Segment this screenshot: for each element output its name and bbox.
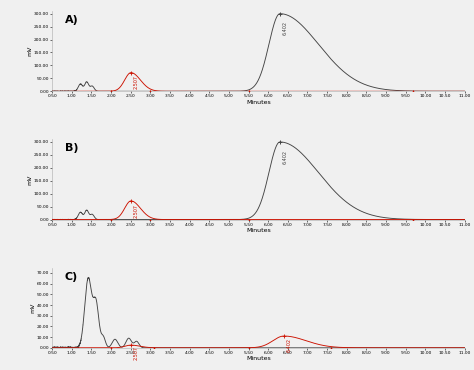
X-axis label: Minutes: Minutes [246,228,271,233]
Text: A): A) [64,15,78,25]
Text: 6.402: 6.402 [283,21,288,36]
X-axis label: Minutes: Minutes [246,356,271,361]
Text: 6.402: 6.402 [287,338,292,352]
X-axis label: Minutes: Minutes [246,100,271,105]
Text: B): B) [64,143,78,154]
Text: 6.402: 6.402 [283,150,288,164]
Y-axis label: mV: mV [27,174,32,185]
Text: 2.507: 2.507 [134,204,139,218]
Y-axis label: mV: mV [30,303,35,313]
Text: 2.507: 2.507 [134,75,139,90]
Text: C): C) [64,272,78,282]
Y-axis label: mV: mV [27,46,32,56]
Text: 2.507: 2.507 [134,346,139,360]
